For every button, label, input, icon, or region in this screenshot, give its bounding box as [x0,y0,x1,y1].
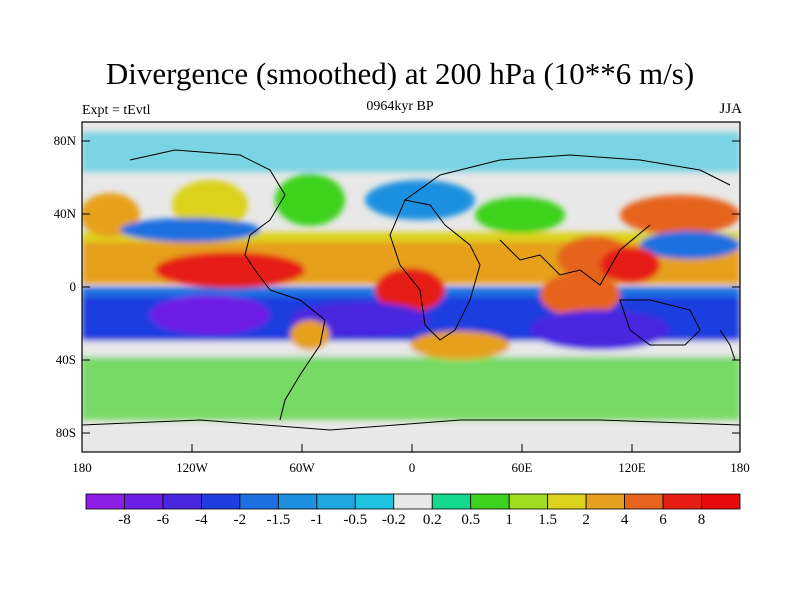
colorbar-label: 6 [659,512,667,528]
divergence-field [82,132,740,420]
africa-coast [389,199,481,341]
antarctica-coast [81,419,741,431]
colorbar-label: -6 [156,512,170,528]
x-tick-label: 0 [408,460,416,475]
experiment-label: Expt = tEvtl [82,103,151,118]
colorbar-label: -8 [118,512,131,528]
colorbar-swatch [662,493,702,510]
australia-coast [619,299,701,346]
colorbar-swatch [124,493,164,510]
colorbar-swatch [201,493,241,510]
x-tick-label: 60W [289,460,315,475]
colorbar-label: 2 [582,512,590,528]
plot-title: Divergence (smoothed) at 200 hPa (10**6 … [105,56,695,91]
colorbar-swatch [277,493,318,510]
colorbar-label: 8 [697,512,706,528]
coastlines [81,149,741,431]
x-tick-label: 60E [511,460,533,475]
colorbar-label: -1 [310,512,324,528]
colorbar-label: -4 [195,512,208,528]
new-zealand-coast [719,329,736,361]
south-america-coast [269,289,326,421]
colorbar-swatch [239,493,279,510]
colorbar-label: 1 [505,512,513,528]
colorbar-label: -1.5 [266,512,291,528]
colorbar-label: -0.5 [343,512,368,528]
x-tick-label: 180 [730,460,750,475]
x-tick-label: 120E [618,460,646,475]
south-asia-coast [499,224,651,286]
north-america-coast [129,149,286,291]
colorbar-swatch [354,493,395,510]
y-tick-label: 0 [69,279,77,294]
x-tick-label: 120W [176,460,208,475]
colorbar-swatch [624,493,664,510]
colorbar-swatch [547,493,587,510]
season-label: JJA [719,101,742,117]
colorbar-label: 1.5 [538,512,558,528]
y-tick-label: 80N [53,133,76,148]
colorbar-swatch [85,493,125,510]
colorbar-swatch [431,493,472,510]
axis-ticks [81,140,741,452]
eurasia-coast [404,154,731,201]
colorbar-label: 0.5 [461,512,481,528]
x-tick-label: 180 [72,460,92,475]
colorbar-label: 0.2 [422,512,442,528]
colorbar-swatch [162,493,202,510]
colorbar-swatch [701,493,741,510]
y-tick-label: 80S [55,425,76,440]
y-tick-label: 40N [53,206,76,221]
colorbar-swatch [508,493,549,510]
colorbar-swatch [585,493,625,510]
colorbar-swatch [393,493,433,510]
colorbar-swatch [470,493,510,510]
y-tick-label: 40S [55,352,76,367]
time-label: 0964kyr BP [366,99,434,114]
colorbar-label: 4 [620,512,629,528]
colorbar-label: -0.2 [381,512,406,528]
colorbar-swatch [316,493,356,510]
colorbar-label: -2 [233,512,247,528]
